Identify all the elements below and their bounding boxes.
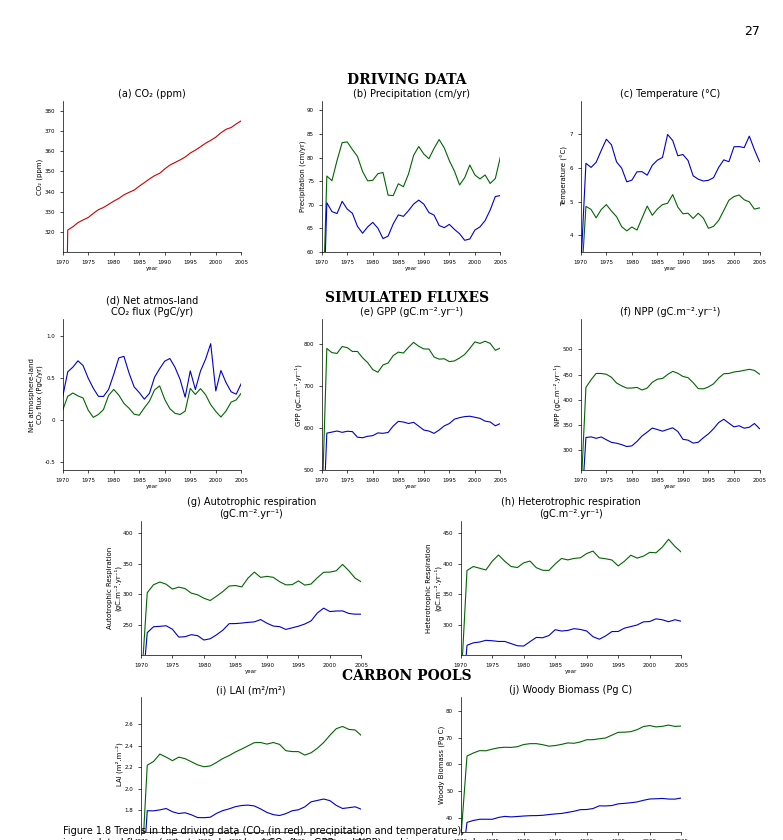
Title: (f) NPP (gC.m⁻².yr⁻¹): (f) NPP (gC.m⁻².yr⁻¹) — [620, 307, 720, 317]
X-axis label: year: year — [146, 266, 158, 271]
Title: (g) Autotrophic respiration
(gC.m⁻².yr⁻¹): (g) Autotrophic respiration (gC.m⁻².yr⁻¹… — [186, 497, 316, 518]
X-axis label: year: year — [664, 485, 677, 490]
Y-axis label: Woody Biomass (Pg C): Woody Biomass (Pg C) — [438, 725, 445, 804]
Y-axis label: Net atmosphere-land
CO₂ flux (PgC/yr): Net atmosphere-land CO₂ flux (PgC/yr) — [29, 358, 43, 432]
X-axis label: year: year — [405, 266, 417, 271]
Y-axis label: Precipitation (cm/yr): Precipitation (cm/yr) — [299, 140, 305, 213]
Y-axis label: NPP (gC.m⁻².yr⁻¹): NPP (gC.m⁻².yr⁻¹) — [554, 364, 561, 426]
Y-axis label: LAI (m².m⁻²): LAI (m².m⁻²) — [116, 743, 123, 786]
Text: in simulated fluxes (net atmosphere-land CO₂ flux, GPP and NPP) and in carbon po: in simulated fluxes (net atmosphere-land… — [63, 838, 481, 840]
Y-axis label: Heterotrophic Respiration
(gC.m⁻².yr⁻¹): Heterotrophic Respiration (gC.m⁻².yr⁻¹) — [427, 543, 441, 633]
Title: (d) Net atmos-land
CO₂ flux (PgC/yr): (d) Net atmos-land CO₂ flux (PgC/yr) — [106, 296, 198, 317]
X-axis label: year: year — [146, 485, 158, 490]
Title: (h) Heterotrophic respiration
(gC.m⁻².yr⁻¹): (h) Heterotrophic respiration (gC.m⁻².yr… — [501, 497, 640, 518]
Title: (j) Woody Biomass (Pg C): (j) Woody Biomass (Pg C) — [510, 685, 633, 695]
Text: SIMULATED FLUXES: SIMULATED FLUXES — [325, 291, 489, 305]
Text: CARBON POOLS: CARBON POOLS — [342, 669, 472, 683]
X-axis label: year: year — [405, 485, 417, 490]
X-axis label: year: year — [245, 669, 258, 675]
Title: (c) Temperature (°C): (c) Temperature (°C) — [620, 89, 720, 98]
Title: (a) CO₂ (ppm): (a) CO₂ (ppm) — [118, 89, 186, 98]
Y-axis label: Temperature (°C): Temperature (°C) — [561, 146, 568, 207]
Y-axis label: GPP (gC.m⁻².yr⁻¹): GPP (gC.m⁻².yr⁻¹) — [294, 364, 302, 426]
Title: (e) GPP (gC.m⁻².yr⁻¹): (e) GPP (gC.m⁻².yr⁻¹) — [359, 307, 463, 317]
Text: Figure 1.8 Trends in the driving data (CO₂ (in red), precipitation and temperatu: Figure 1.8 Trends in the driving data (C… — [63, 826, 464, 836]
Y-axis label: CO₂ (ppm): CO₂ (ppm) — [37, 158, 43, 195]
X-axis label: year: year — [664, 266, 677, 271]
Title: (b) Precipitation (cm/yr): (b) Precipitation (cm/yr) — [352, 89, 470, 98]
Text: 27: 27 — [744, 25, 760, 38]
Title: (i) LAI (m²/m²): (i) LAI (m²/m²) — [216, 685, 286, 695]
X-axis label: year: year — [565, 669, 577, 675]
Text: DRIVING DATA: DRIVING DATA — [348, 73, 467, 87]
Y-axis label: Autotrophic Respiration
(gC.m⁻².yr⁻¹): Autotrophic Respiration (gC.m⁻².yr⁻¹) — [106, 547, 121, 629]
